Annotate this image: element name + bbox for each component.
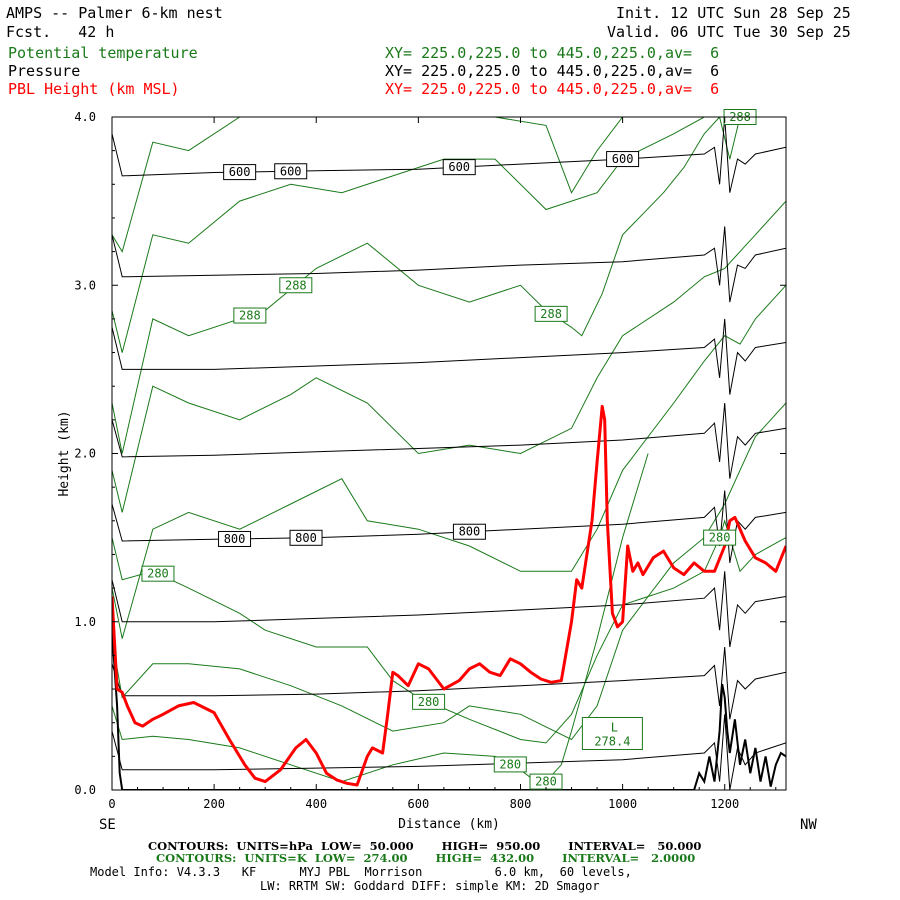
model-info-physics: LW: RRTM SW: Goddard DIFF: simple KM: 2D… bbox=[260, 879, 600, 893]
pbl-height-line bbox=[112, 404, 786, 787]
theta-label-288-0-1-box bbox=[279, 277, 313, 294]
model-info: Model Info: V4.3.3 KF MYJ PBL Morrison 6… bbox=[90, 865, 632, 879]
theta-label-280-1-0-box bbox=[141, 565, 175, 582]
pressure-contour-4 bbox=[112, 490, 786, 563]
theta-contour-0 bbox=[112, 117, 786, 253]
pressure-contour-7 bbox=[112, 714, 786, 790]
field-name-pressure: Pressure bbox=[8, 62, 81, 80]
pressure-label-800-2: 800 bbox=[459, 525, 481, 539]
pressure-label-600-3-box bbox=[606, 151, 640, 168]
theta-label-288-0-0-box bbox=[233, 307, 267, 324]
x-axis-label: Distance (km) bbox=[398, 817, 500, 832]
y-tick-label-2: 2.0 bbox=[74, 447, 96, 461]
theta-label-280-3-0: 280 bbox=[535, 775, 557, 789]
theta-label-280-2-0: 280 bbox=[499, 757, 521, 771]
field-name-pbl-height: PBL Height (km MSL) bbox=[8, 80, 180, 98]
pressure-label-800-0: 800 bbox=[224, 532, 246, 546]
field-name-potential-temperature: Potential temperature bbox=[8, 44, 198, 62]
theta-contour-1 bbox=[112, 117, 786, 353]
pressure-label-800-2-box bbox=[452, 523, 486, 540]
forecast-hour: Fcst. 42 h bbox=[6, 23, 115, 41]
x-tick-label-3: 600 bbox=[408, 797, 430, 811]
theta-contour-info: CONTOURS: UNITS=K LOW= 274.00 HIGH= 432.… bbox=[156, 851, 696, 865]
theta-label-288-0-1: 288 bbox=[285, 278, 307, 292]
theta-contour-labeled-2 bbox=[112, 705, 547, 790]
pressure-label-600-2-box bbox=[442, 159, 476, 176]
y-tick-label-1: 1.0 bbox=[74, 615, 96, 629]
init-time: Init. 12 UTC Sun 28 Sep 25 bbox=[616, 4, 851, 22]
pressure-contour-5 bbox=[112, 571, 786, 648]
theta-label-280-1-1: 280 bbox=[418, 695, 440, 709]
chart-title: AMPS -- Palmer 6-km nest bbox=[6, 4, 223, 22]
y-tick-label-3: 3.0 bbox=[74, 278, 96, 292]
field-xy-pbl-height: XY= 225.0,225.0 to 445.0,225.0,av= 6 bbox=[385, 80, 720, 98]
y-tick-label-4: 4.0 bbox=[74, 110, 96, 124]
x-tick-label-4: 800 bbox=[510, 797, 532, 811]
pressure-label-600-0-box bbox=[223, 164, 257, 181]
theta-contour-3 bbox=[112, 284, 786, 639]
pressure-contour-info: CONTOURS: UNITS=hPa LOW= 50.000 HIGH= 95… bbox=[148, 839, 702, 853]
theta-label-280-1-0: 280 bbox=[147, 567, 169, 581]
pressure-label-600-1-box bbox=[274, 163, 308, 180]
field-xy-potential-temperature: XY= 225.0,225.0 to 445.0,225.0,av= 6 bbox=[385, 44, 720, 62]
theta-label-288-0-0: 288 bbox=[239, 309, 261, 323]
pressure-contour-6 bbox=[112, 646, 786, 720]
theta-label-280-2-0-box bbox=[493, 756, 527, 773]
theta-label-288-0-2: 288 bbox=[540, 307, 562, 321]
pressure-label-600-0: 600 bbox=[229, 165, 251, 179]
y-axis-label: Height (km) bbox=[57, 410, 72, 496]
pressure-label-800-0-box bbox=[218, 530, 252, 547]
pressure-label-600-1: 600 bbox=[280, 164, 302, 178]
valid-time: Valid. 06 UTC Tue 30 Sep 25 bbox=[607, 23, 851, 41]
pressure-label-600-2: 600 bbox=[448, 160, 470, 174]
pressure-contour-2 bbox=[112, 318, 786, 395]
pressure-contour-0 bbox=[112, 117, 786, 193]
terrain-line bbox=[112, 630, 786, 790]
se-label: SE bbox=[99, 817, 116, 833]
pressure-contour-1 bbox=[112, 226, 786, 303]
theta-low-letter: L bbox=[611, 720, 618, 734]
theta-label-280-1-1-box bbox=[412, 693, 446, 710]
field-xy-pressure: XY= 225.0,225.0 to 445.0,225.0,av= 6 bbox=[385, 62, 720, 80]
x-tick-label-6: 1200 bbox=[710, 797, 739, 811]
pressure-contour-3 bbox=[112, 402, 786, 479]
x-tick-label-2: 400 bbox=[305, 797, 327, 811]
x-tick-label-0: 0 bbox=[108, 797, 115, 811]
theta-contour-4 bbox=[112, 402, 786, 741]
y-tick-label-0: 0.0 bbox=[74, 783, 96, 797]
theta-label-288-0-2-box bbox=[534, 305, 568, 322]
pressure-label-800-1: 800 bbox=[295, 531, 317, 545]
pressure-label-800-1-box bbox=[289, 529, 323, 546]
theta-low-value: 278.4 bbox=[594, 734, 630, 748]
pressure-label-600-3: 600 bbox=[612, 152, 634, 166]
theta-label-280-1-2-box bbox=[703, 529, 737, 546]
theta-low-box bbox=[581, 716, 643, 750]
nw-label: NW bbox=[800, 817, 817, 833]
x-tick-label-1: 200 bbox=[203, 797, 225, 811]
theta-label-280-1-2: 280 bbox=[709, 531, 731, 545]
x-tick-label-5: 1000 bbox=[608, 797, 637, 811]
theta-contour-2 bbox=[112, 200, 786, 513]
